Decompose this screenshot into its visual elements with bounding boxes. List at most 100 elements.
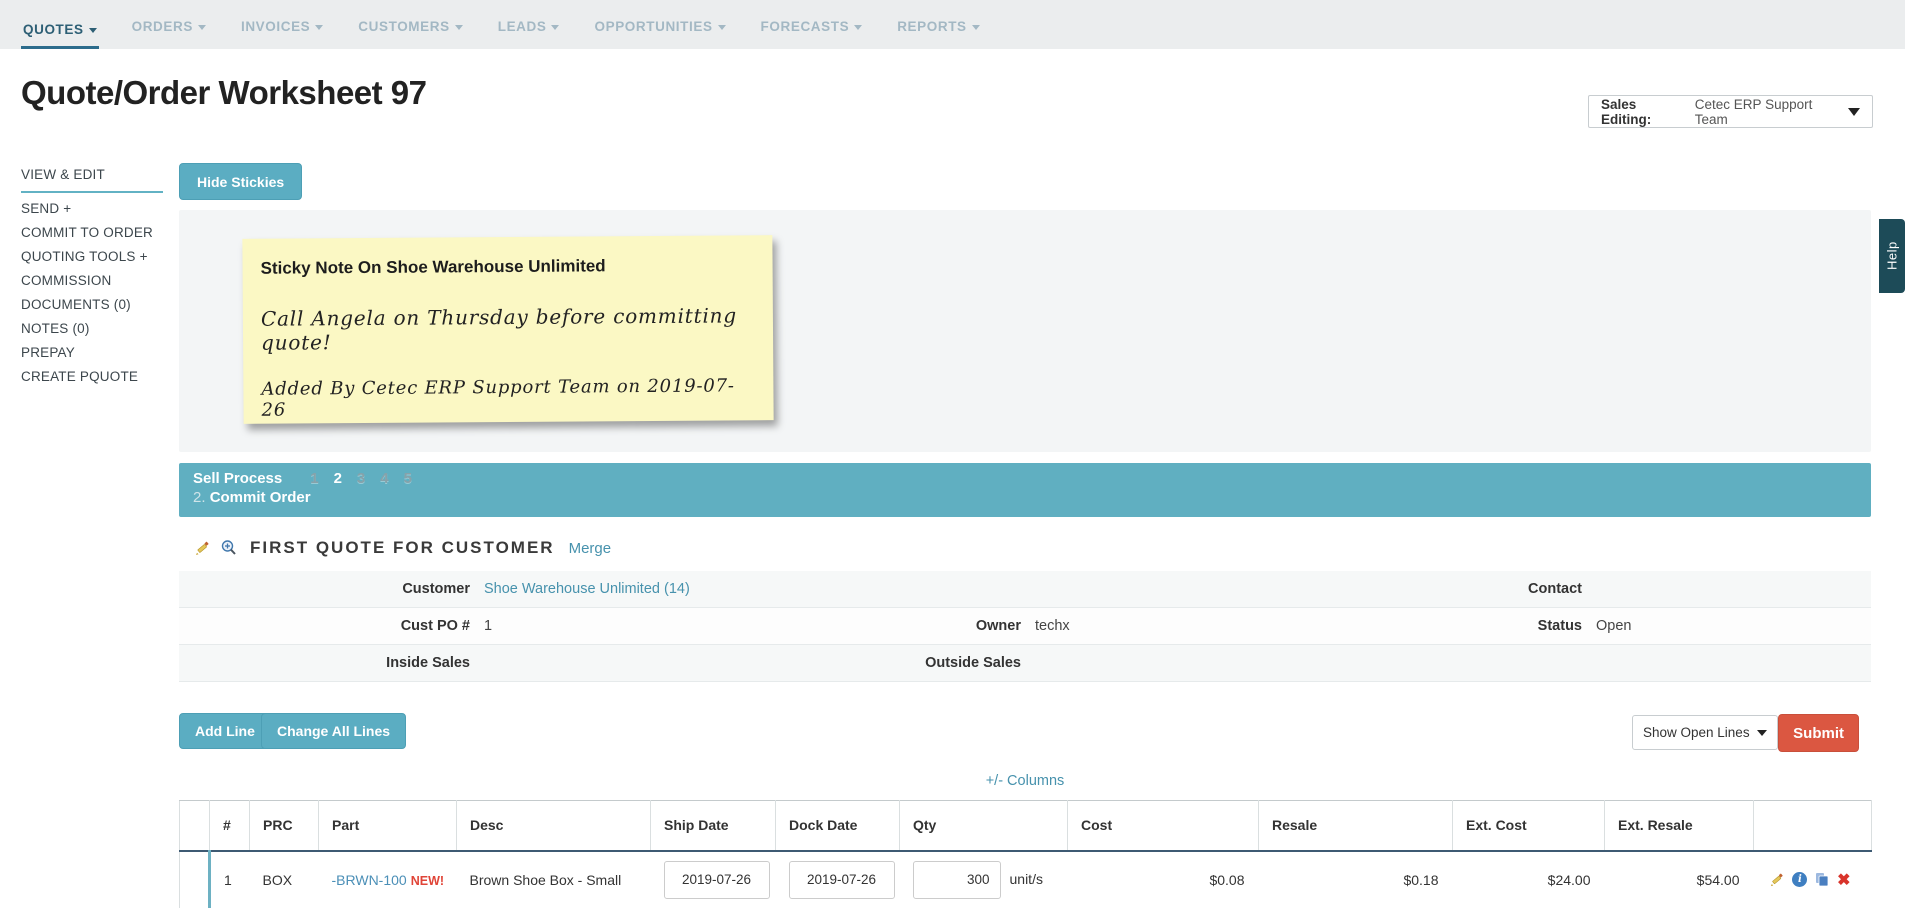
line-qty-cell: unit/s <box>900 851 1068 908</box>
sticky-note-title: Sticky Note On Shoe Warehouse Unlimited <box>260 256 606 278</box>
table-row: 1 BOX -BRWN-100 NEW! Brown Shoe Box - Sma… <box>179 850 1872 908</box>
edit-pencil-icon[interactable] <box>1769 872 1785 888</box>
zoom-in-icon[interactable] <box>220 539 238 557</box>
nav-invoices-label: INVOICES <box>240 19 311 34</box>
sales-editing-label: Sales Editing: <box>1601 96 1652 127</box>
nav-customers[interactable]: CUSTOMERS <box>356 19 464 49</box>
sidebar-item-prepay[interactable]: PREPAY <box>21 345 75 360</box>
chevron-down-icon <box>854 24 863 30</box>
chevron-down-icon <box>197 24 206 30</box>
sell-process-current-number: 2. <box>193 489 206 506</box>
info-icon[interactable]: i <box>1792 872 1808 887</box>
line-actions: i ✖ <box>1754 851 1872 908</box>
sell-process-label: Sell Process <box>193 470 283 487</box>
col-header-ext-resale: Ext. Resale <box>1604 800 1754 852</box>
merge-link[interactable]: Merge <box>568 539 612 557</box>
nav-opportunities[interactable]: OPPORTUNITIES <box>592 19 727 49</box>
sidebar-item-commit-to-order[interactable]: COMMIT TO ORDER <box>21 225 154 240</box>
sell-process-current: 2. Commit Order <box>193 489 1857 506</box>
sidebar-item-documents[interactable]: DOCUMENTS (0) <box>21 297 131 312</box>
status-value: Open <box>1596 618 1632 634</box>
nav-invoices[interactable]: INVOICES <box>239 19 325 49</box>
line-cost: $0.08 <box>1209 871 1245 888</box>
chevron-down-icon <box>971 24 980 30</box>
owner-value: techx <box>1035 618 1070 634</box>
nav-reports[interactable]: REPORTS <box>895 19 981 49</box>
line-dock-date-cell <box>776 851 900 908</box>
lines-toolbar: Add Line Change All Lines Show Open Line… <box>179 713 1871 753</box>
plus-minus-columns-link[interactable]: +/- Columns <box>985 773 1065 789</box>
customer-label: Customer <box>402 581 470 597</box>
info-row-po-owner-status: Cust PO # 1 Owner techx Status Open <box>179 608 1871 645</box>
clone-line-icon[interactable] <box>1815 872 1829 887</box>
help-tab[interactable]: Help <box>1879 219 1905 293</box>
inside-sales-label: Inside Sales <box>386 655 470 671</box>
customer-link[interactable]: Shoe Warehouse Unlimited (14) <box>470 581 1351 597</box>
cust-po-value: 1 <box>484 618 493 634</box>
part-link[interactable]: -BRWN-100 <box>331 871 407 888</box>
col-header-num: # <box>209 800 250 852</box>
col-header-qty: Qty <box>899 800 1068 852</box>
top-navbar: QUOTES ORDERS INVOICES CUSTOMERS LEADS O… <box>0 0 1905 49</box>
stickies-panel: Sticky Note On Shoe Warehouse Unlimited … <box>179 210 1871 452</box>
line-num: 1 <box>224 871 232 888</box>
edit-pencil-icon[interactable] <box>194 540 211 557</box>
customer-link-text[interactable]: Shoe Warehouse Unlimited (14) <box>484 581 690 597</box>
status-label: Status <box>1537 618 1582 634</box>
line-resale: $0.18 <box>1403 871 1439 888</box>
sidebar-item-send[interactable]: SEND + <box>21 201 72 216</box>
sales-editing-value: Cetec ERP Support Team <box>1694 96 1813 127</box>
col-header-ship-date: Ship Date <box>650 800 776 852</box>
nav-orders[interactable]: ORDERS <box>130 19 208 49</box>
line-status-stripe <box>179 850 211 908</box>
sell-process-steps: 1 2 3 4 5 <box>310 470 412 487</box>
sell-process-step-2[interactable]: 2 <box>333 470 342 487</box>
hide-stickies-button[interactable]: Hide Stickies <box>179 163 303 200</box>
nav-forecasts-label: FORECASTS <box>760 19 850 34</box>
nav-leads[interactable]: LEADS <box>496 19 562 49</box>
col-header-empty <box>179 800 210 852</box>
ship-date-input[interactable] <box>663 860 770 899</box>
sticky-note-body: Call Angela on Thursday before committin… <box>260 303 737 355</box>
quote-header: FIRST QUOTE FOR CUSTOMER Merge <box>179 533 1871 563</box>
line-ship-date-cell <box>651 851 776 908</box>
chevron-down-icon <box>88 27 97 33</box>
delete-line-icon[interactable]: ✖ <box>1837 871 1851 889</box>
nav-orders-label: ORDERS <box>131 19 193 34</box>
add-line-button[interactable]: Add Line <box>179 713 271 749</box>
table-header-row: # PRC Part Desc Ship Date Dock Date Qty … <box>179 800 1872 852</box>
sales-editing-select[interactable]: Sales Editing: Cetec ERP Support Team <box>1588 95 1873 128</box>
sidebar-item-view-edit[interactable]: VIEW & EDIT <box>21 163 163 193</box>
nav-opportunities-label: OPPORTUNITIES <box>594 19 713 34</box>
nav-customers-label: CUSTOMERS <box>358 19 450 34</box>
show-lines-select[interactable]: Show Open Lines <box>1632 715 1778 750</box>
show-lines-value: Show Open Lines <box>1643 725 1750 740</box>
page-title: Quote/Order Worksheet 97 <box>21 74 427 111</box>
col-header-ext-cost: Ext. Cost <box>1452 800 1605 852</box>
nav-quotes[interactable]: QUOTES <box>21 22 99 49</box>
change-all-lines-button[interactable]: Change All Lines <box>261 713 407 749</box>
sidebar-item-notes[interactable]: NOTES (0) <box>21 321 90 336</box>
owner-label: Owner <box>975 618 1021 634</box>
sidebar-item-create-pquote[interactable]: CREATE PQUOTE <box>21 369 139 384</box>
outside-sales-label: Outside Sales <box>925 655 1021 671</box>
sidebar-item-commission[interactable]: COMMISSION <box>21 273 112 288</box>
sidebar-item-quoting-tools[interactable]: QUOTING TOOLS + <box>21 249 148 264</box>
info-row-sales: Inside Sales Outside Sales <box>179 645 1871 682</box>
new-badge: NEW! <box>410 873 445 888</box>
qty-input[interactable] <box>912 860 1001 899</box>
quote-lines-table: # PRC Part Desc Ship Date Dock Date Qty … <box>179 800 1872 908</box>
chevron-down-icon <box>315 24 324 30</box>
dock-date-input[interactable] <box>788 860 895 899</box>
sell-process-step-4[interactable]: 4 <box>380 470 389 487</box>
qty-unit-label: unit/s <box>1009 871 1043 887</box>
nav-forecasts[interactable]: FORECASTS <box>759 19 865 49</box>
chevron-down-icon <box>717 24 726 30</box>
sell-process-step-1[interactable]: 1 <box>310 470 319 487</box>
submit-button[interactable]: Submit <box>1778 714 1859 752</box>
col-header-resale: Resale <box>1258 800 1453 852</box>
sell-process-step-3[interactable]: 3 <box>356 470 366 487</box>
sell-process-step-5[interactable]: 5 <box>403 470 412 487</box>
sell-process-bar: Sell Process 1 2 3 4 5 2. Commit Order <box>179 463 1871 517</box>
line-ext-resale: $54.00 <box>1696 871 1740 888</box>
